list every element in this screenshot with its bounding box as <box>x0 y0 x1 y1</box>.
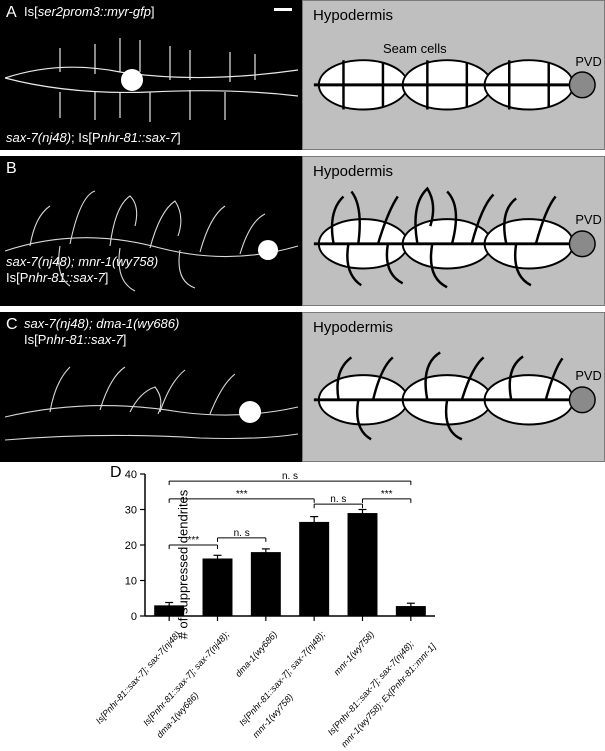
svg-text:PVD: PVD <box>575 54 601 69</box>
row-b: B sax-7(nj48); mnr-1(wy758)Is[Pnhr-81::s… <box>0 156 605 306</box>
row-c: C sax-7(nj48); dma-1(wy686)Is[Pnhr-81::s… <box>0 312 605 462</box>
panel-letter-a: A <box>6 4 17 22</box>
svg-text:20: 20 <box>125 540 137 552</box>
panel-letter-c: C <box>6 316 18 334</box>
svg-text:n. s: n. s <box>234 528 250 539</box>
bottom-label-a: sax-7(nj48); Is[Pnhr-81::sax-7] <box>6 130 181 146</box>
svg-text:30: 30 <box>125 505 137 517</box>
scale-bar <box>274 8 292 11</box>
chart-panel-d: D # of suppressed dendrites 010203040***… <box>0 462 605 750</box>
svg-text:10: 10 <box>125 576 137 588</box>
diagram-a: Hypodermis Seam cells PVD <box>302 0 605 150</box>
svg-text:PVD: PVD <box>575 212 601 227</box>
diagram-svg-b: PVD <box>303 157 604 305</box>
svg-text:PVD: PVD <box>575 368 601 383</box>
diagram-c: Hypodermis PVD <box>302 312 605 462</box>
svg-text:***: *** <box>236 489 248 500</box>
diagram-svg-c: PVD <box>303 313 604 461</box>
micrograph-c: C sax-7(nj48); dma-1(wy686)Is[Pnhr-81::s… <box>0 312 302 462</box>
bar-chart-svg: 0 10 20 30 40 *** n. s *** n. s *** n. s <box>0 462 605 750</box>
svg-text:***: *** <box>381 489 393 500</box>
svg-text:0: 0 <box>131 611 137 623</box>
bottom-label-b: sax-7(nj48); mnr-1(wy758)Is[Pnhr-81::sax… <box>6 254 158 287</box>
panel-letter-b: B <box>6 160 17 178</box>
diagram-b: Hypodermis PVD <box>302 156 605 306</box>
svg-text:n. s: n. s <box>282 471 298 482</box>
svg-text:***: *** <box>187 535 199 546</box>
svg-text:n. s: n. s <box>330 494 346 505</box>
diagram-svg-a: PVD <box>303 1 604 149</box>
top-label-a: Is[ser2prom3::myr-gfp] <box>24 4 155 19</box>
top-label-c: sax-7(nj48); dma-1(wy686)Is[Pnhr-81::sax… <box>24 316 179 347</box>
micrograph-b: B sax-7(nj48); mnr-1(wy758)Is[Pnhr-81::s… <box>0 156 302 306</box>
figure: A Is[ser2prom3::myr-gfp] sax-7(nj48); Is… <box>0 0 605 750</box>
row-a: A Is[ser2prom3::myr-gfp] sax-7(nj48); Is… <box>0 0 605 150</box>
micrograph-a: A Is[ser2prom3::myr-gfp] sax-7(nj48); Is… <box>0 0 302 150</box>
neuron-svg-a <box>0 0 302 150</box>
svg-text:40: 40 <box>125 469 137 481</box>
